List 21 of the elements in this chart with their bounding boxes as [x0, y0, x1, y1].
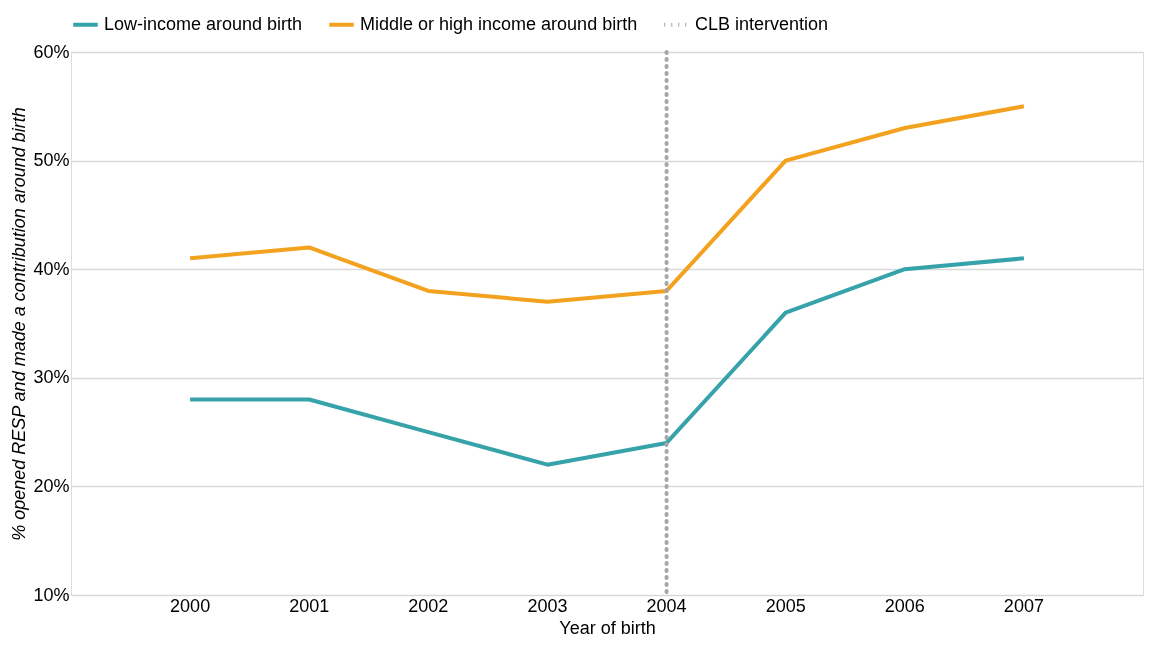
legend-label: Middle or high income around birth	[360, 13, 638, 34]
y-tick-label: 10%	[33, 584, 70, 605]
x-tick-label: 2002	[408, 595, 449, 616]
y-tick-label: 50%	[33, 150, 70, 171]
x-tick-label: 2006	[884, 595, 925, 616]
x-tick-label: 2003	[527, 595, 568, 616]
x-tick-label: 2007	[1003, 595, 1044, 616]
line-series	[188, 104, 1026, 304]
x-tick-label: 2004	[646, 595, 687, 616]
y-axis-title: % opened RESP and made a contribution around birth	[9, 107, 30, 541]
x-tick-label: 2005	[765, 595, 806, 616]
line-series	[188, 256, 1026, 467]
legend-label: CLB intervention	[695, 13, 829, 34]
y-tick-label: 60%	[33, 41, 70, 62]
legend-label: Low-income around birth	[104, 13, 303, 34]
y-tick-label: 20%	[33, 475, 70, 496]
x-tick-label: 2000	[170, 595, 211, 616]
y-tick-label: 40%	[33, 258, 70, 279]
x-axis-title: Year of birth	[559, 617, 656, 638]
y-tick-label: 30%	[33, 367, 70, 388]
x-tick-label: 2001	[289, 595, 330, 616]
